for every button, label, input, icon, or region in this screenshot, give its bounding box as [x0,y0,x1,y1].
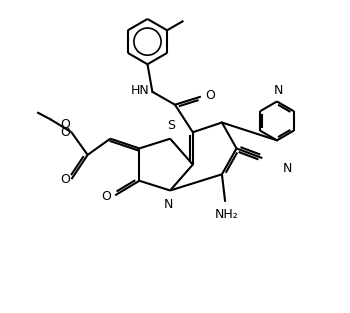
Text: S: S [167,119,175,132]
Text: HN: HN [131,84,150,97]
Text: O: O [60,173,70,186]
Text: N: N [274,84,283,97]
Text: N: N [164,198,174,211]
Text: O: O [102,190,111,203]
Text: NH₂: NH₂ [215,208,239,221]
Text: O: O [205,89,215,102]
Text: O: O [60,126,70,139]
Text: O: O [60,118,70,131]
Text: N: N [283,162,293,175]
